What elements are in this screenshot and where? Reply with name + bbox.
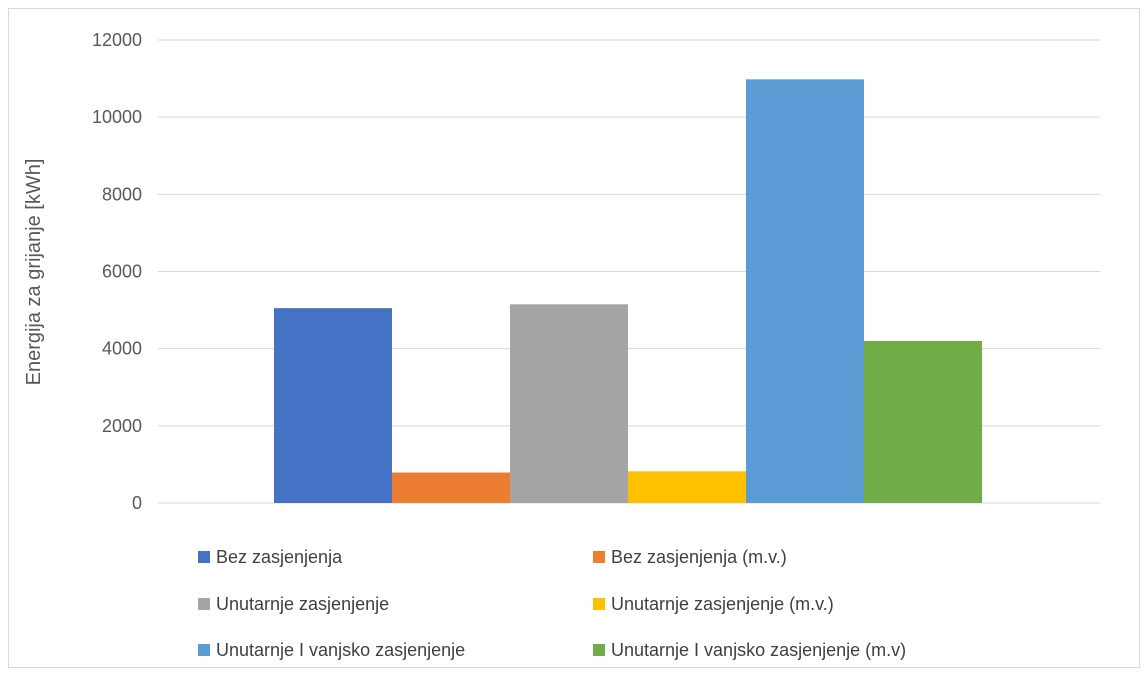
legend-swatch [198,551,210,563]
bars [274,79,982,503]
legend-item: Unutarnje I vanjsko zasjenjenje [198,640,465,660]
y-tick-label: 0 [132,493,142,513]
bar-1 [274,308,392,503]
legend-swatch [593,644,605,656]
legend-item: Unutarnje I vanjsko zasjenjenje (m.v) [593,640,906,660]
legend-item: Bez zasjenjenja [198,547,343,567]
y-tick-label: 12000 [92,30,142,50]
legend-swatch [198,644,210,656]
legend-label: Bez zasjenjenja (m.v.) [611,547,787,567]
legend-label: Unutarnje zasjenjenje (m.v.) [611,594,834,614]
bar-4 [628,471,746,503]
bar-5 [746,79,864,503]
bar-2 [392,472,510,503]
legend-swatch [198,598,210,610]
y-axis-ticks: 0 2000 4000 6000 8000 10000 12000 [92,30,142,513]
legend-item: Bez zasjenjenja (m.v.) [593,547,787,567]
legend-swatch [593,551,605,563]
legend-label: Unutarnje zasjenjenje [216,594,389,614]
legend-label: Bez zasjenjenja [216,547,343,567]
y-axis-title: Energija za grijanje [kWh] [23,159,45,386]
legend-swatch [593,598,605,610]
bar-3 [510,304,628,503]
y-tick-label: 8000 [102,184,142,204]
legend-item: Unutarnje zasjenjenje [198,594,389,614]
bar-6 [864,340,982,503]
legend-item: Unutarnje zasjenjenje (m.v.) [593,594,834,614]
y-tick-label: 4000 [102,339,142,359]
y-tick-label: 2000 [102,416,142,436]
legend-label: Unutarnje I vanjsko zasjenjenje [216,640,465,660]
y-tick-label: 6000 [102,262,142,282]
y-tick-label: 10000 [92,107,142,127]
legend-label: Unutarnje I vanjsko zasjenjenje (m.v) [611,640,906,660]
legend: Bez zasjenjenja Bez zasjenjenja (m.v.) Unu… [198,547,906,660]
